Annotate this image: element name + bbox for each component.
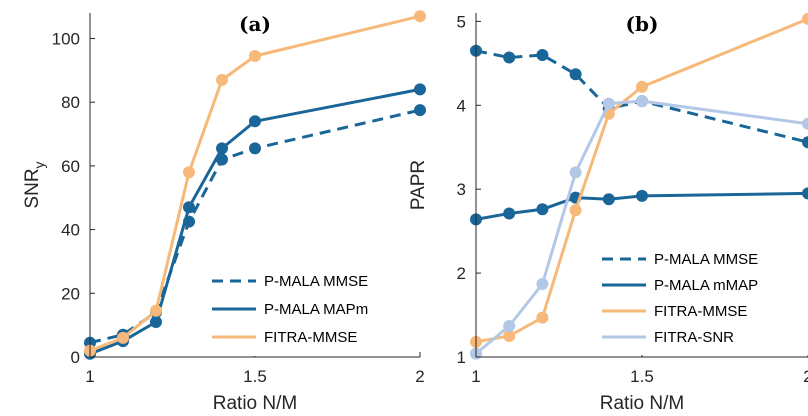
y-tick-label-a-2: 20	[61, 284, 80, 303]
data-point-a-1-6	[249, 142, 261, 155]
data-point-a-3-2	[117, 331, 129, 344]
x-tick-label-a-3: 2	[415, 367, 424, 386]
data-point-b-4-6	[636, 95, 648, 108]
legend-a: P-MALA MMSE P-MALA MAPm FITRA-MMSE	[204, 262, 418, 356]
data-point-b-3-3	[536, 311, 549, 324]
y-axis-label-b: PAPR	[408, 160, 429, 210]
data-point-a-3-5	[216, 73, 228, 86]
legend-label-b-4: FITRA-SNR	[654, 329, 734, 346]
x-tick-label-b-3: 2	[803, 367, 808, 386]
data-point-a-3-6	[249, 50, 261, 62]
data-point-b-4-2	[503, 320, 516, 332]
y-tick-label-a-6: 100	[52, 29, 80, 48]
data-point-b-3-2	[503, 330, 516, 342]
data-point-a-2-6	[249, 115, 261, 128]
data-point-b-1-2	[503, 51, 516, 64]
data-point-a-3-4	[183, 166, 195, 179]
data-point-b-2-5	[602, 193, 615, 206]
x-tick-label-b-1: 1	[471, 367, 480, 386]
data-point-a-2-4	[183, 201, 195, 214]
data-point-a-3-3	[150, 304, 162, 317]
data-point-b-4-5	[602, 97, 615, 110]
data-point-a-2-5	[216, 142, 228, 155]
data-point-b-3-6	[636, 80, 648, 93]
data-point-b-1-3	[536, 49, 549, 61]
data-point-b-2-2	[503, 207, 516, 220]
legend-label-b-1: P-MALA MMSE	[654, 251, 758, 268]
legend-label-b-3: FITRA-MMSE	[654, 303, 747, 320]
x-tick-label-a-1: 1	[85, 367, 94, 386]
data-point-a-1-7	[414, 104, 426, 117]
x-axis-label-b: Ratio N/M	[600, 393, 684, 414]
y-tick-label-b-5: 5	[457, 12, 466, 31]
data-point-b-1-7	[802, 136, 808, 149]
y-tick-label-a-4: 60	[61, 157, 80, 176]
data-point-a-3-7	[414, 10, 426, 23]
y-tick-label-a-3: 40	[61, 221, 80, 240]
y-tick-label-b-4: 4	[457, 96, 466, 115]
data-point-b-4-7	[802, 117, 808, 130]
y-tick-label-b-2: 2	[457, 264, 466, 283]
data-point-b-2-7	[802, 187, 808, 200]
x-tick-label-a-2: 1.5	[243, 367, 267, 386]
y-tick-label-a-5: 80	[61, 93, 80, 112]
legend-label-b-2: P-MALA mMAP	[654, 277, 758, 294]
legend-label-a-2: P-MALA MAPm	[264, 301, 368, 318]
legend-label-a-1: P-MALA MMSE	[264, 273, 368, 290]
data-point-b-2-3	[536, 203, 549, 216]
data-point-a-2-7	[414, 83, 426, 96]
data-point-b-3-7	[802, 12, 808, 25]
y-tick-label-b-1: 1	[457, 348, 466, 367]
data-point-b-3-4	[569, 204, 582, 217]
data-point-b-4-3	[536, 278, 549, 290]
x-tick-label-b-2: 1.5	[630, 367, 654, 386]
y-tick-label-a-1: 0	[71, 348, 80, 367]
x-axis-label-a: Ratio N/M	[213, 393, 297, 414]
legend-b: P-MALA MMSE P-MALA mMAP FITRA-MMSE FITRA-SN…	[594, 241, 808, 355]
y-axis-label-a: SNRy	[22, 161, 47, 208]
data-point-b-2-6	[636, 189, 648, 202]
panel-title-a: (a)	[239, 12, 271, 36]
data-point-b-4-4	[569, 166, 582, 179]
panel-title-b: (b)	[626, 12, 659, 36]
legend-label-a-3: FITRA-MMSE	[264, 329, 357, 346]
data-point-a-2-3	[150, 316, 162, 328]
data-point-b-1-4	[569, 68, 582, 81]
y-tick-label-b-3: 3	[457, 180, 466, 199]
